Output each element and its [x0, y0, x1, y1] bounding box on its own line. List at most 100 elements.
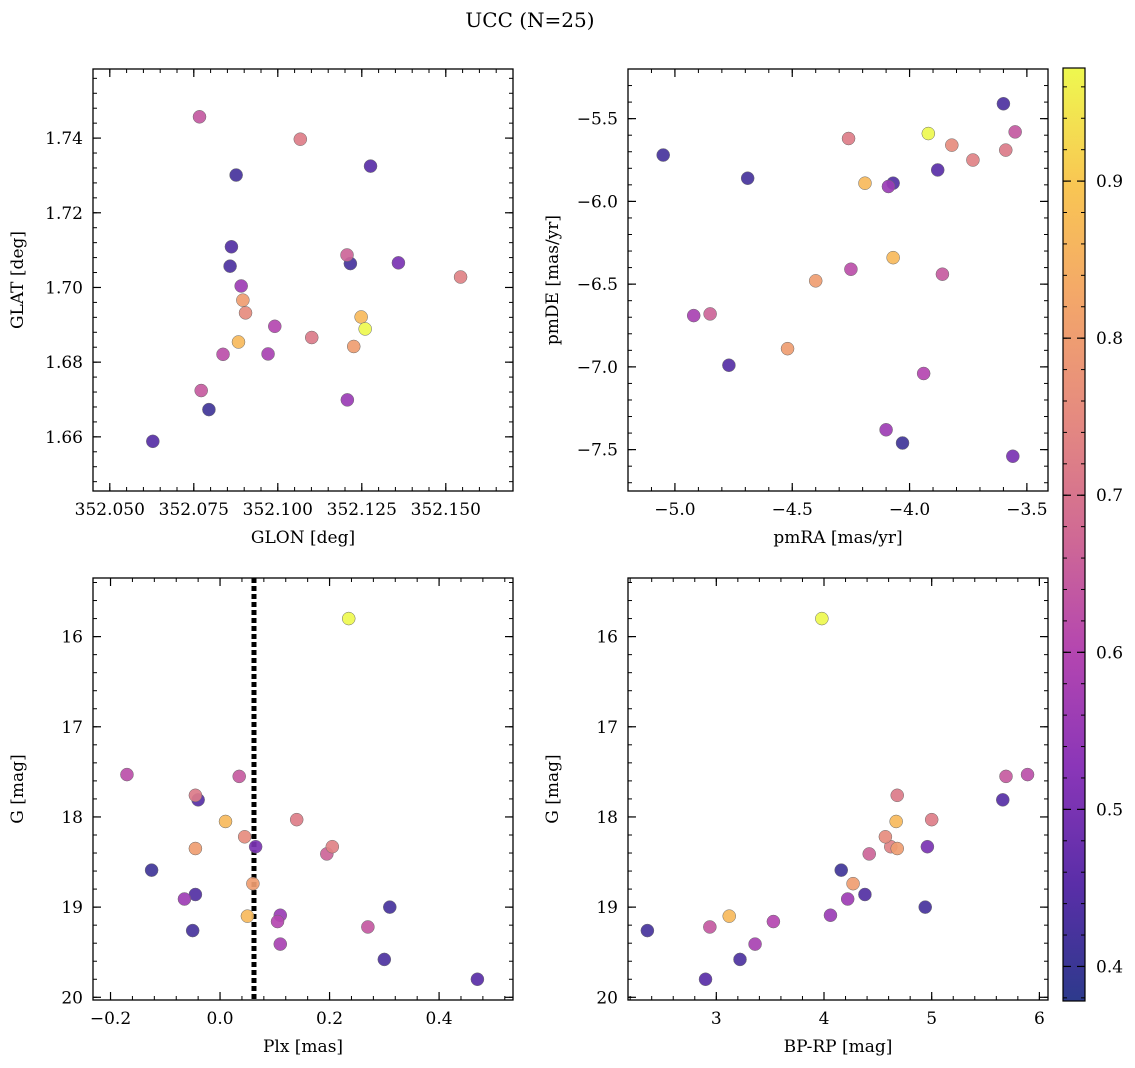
data-point	[834, 863, 848, 877]
y-tick-label: −6.0	[577, 192, 618, 212]
y-tick-label: −6.5	[577, 275, 618, 295]
panels: 352.050 352.075 352.100 352.125 352.150 1.66 1…	[8, 68, 1049, 1057]
data-point	[886, 250, 900, 265]
y-tick-label: 16	[61, 628, 83, 648]
data-point	[656, 148, 670, 162]
y-tick-label: 1.68	[45, 353, 83, 373]
data-point	[844, 262, 858, 276]
axes-frame	[92, 577, 514, 1001]
y-tick-label: 1.74	[45, 129, 83, 149]
data-point	[780, 341, 795, 356]
y-tick-label: 17	[596, 718, 618, 738]
x-tick-label: 6	[1034, 1009, 1045, 1029]
data-point	[188, 788, 203, 803]
x-tick-label: 3	[711, 1009, 722, 1029]
x-tick-label: −0.2	[90, 1009, 131, 1029]
data-point	[815, 611, 829, 626]
colorbar-tick-label: 0.9	[1096, 172, 1123, 192]
data-point	[273, 937, 288, 951]
data-point	[194, 383, 208, 398]
data-point	[966, 153, 980, 167]
data-point	[748, 937, 762, 951]
panel-3: −0.2 0.0 0.2 0.4 16 17 18 19 20 Plx [mas] G [mag]	[8, 577, 514, 1057]
y-tick-label: 17	[61, 718, 83, 738]
colorbar-tick-label: 0.7	[1096, 486, 1123, 506]
x-tick-label: 352.075	[159, 500, 229, 520]
x-tick-label: −4.5	[772, 500, 813, 520]
y-tick-label: 1.72	[45, 204, 83, 224]
data-point	[236, 293, 250, 307]
data-point	[185, 923, 200, 938]
data-point	[846, 876, 860, 891]
colorbar-tick-label: 0.4	[1096, 957, 1123, 977]
colorbar-tick-label: 0.6	[1096, 643, 1123, 663]
x-tick-label: 0.2	[316, 1009, 343, 1029]
data-point	[740, 171, 755, 185]
data-point	[686, 308, 701, 323]
x-tick-label: 352.100	[243, 500, 313, 520]
y-tick-label: 19	[596, 898, 618, 918]
data-point	[293, 132, 308, 146]
data-point	[999, 143, 1013, 157]
data-point	[703, 307, 717, 321]
data-point	[202, 402, 216, 417]
data-point	[890, 788, 904, 803]
data-point	[232, 769, 246, 784]
y-tick-label: −5.5	[577, 110, 618, 130]
y-tick-label: 1.66	[45, 428, 83, 448]
data-point	[808, 274, 823, 288]
data-point	[698, 972, 713, 987]
data-point	[229, 168, 243, 182]
x-tick-label: 0.0	[207, 1009, 234, 1029]
colorbar-tick-label: 0.8	[1096, 329, 1123, 349]
y-axis-label: pmDE [mas/yr]	[543, 215, 563, 345]
data-point	[996, 793, 1010, 807]
data-point	[234, 279, 248, 293]
x-tick-label: 0.4	[426, 1009, 453, 1029]
panel-1: 352.050 352.075 352.100 352.125 352.150 1.66 1…	[8, 68, 514, 548]
data-point	[722, 358, 736, 372]
data-point	[921, 126, 936, 141]
data-point	[858, 887, 872, 902]
figure-title: UCC (N=25)	[465, 8, 594, 32]
data-point	[920, 839, 935, 854]
data-point	[945, 138, 959, 152]
axes-frame	[92, 68, 514, 492]
panel-2: −5.0 −4.5 −4.0 −3.5 −7.5 −7.0 −6.5 −6.0 −5.5 pmRA…	[543, 68, 1049, 548]
data-point	[640, 923, 655, 938]
data-point	[453, 270, 468, 284]
x-tick-label: 4	[819, 1009, 830, 1029]
data-point	[916, 366, 931, 381]
y-tick-label: 16	[596, 628, 618, 648]
x-tick-label: 352.150	[411, 500, 481, 520]
x-tick-label: 352.125	[327, 500, 397, 520]
data-point	[188, 841, 203, 856]
colorbar-tick-label: 0.5	[1096, 800, 1123, 820]
y-axis-label: G [mag]	[543, 754, 563, 823]
data-point	[391, 256, 406, 270]
data-point	[346, 339, 361, 354]
y-tick-label: 18	[61, 808, 83, 828]
y-tick-label: 20	[596, 988, 618, 1008]
data-point	[841, 131, 856, 146]
data-point	[930, 163, 945, 177]
x-axis-label: Plx [mas]	[263, 1037, 343, 1057]
data-point	[358, 322, 372, 336]
x-tick-label: 352.050	[75, 500, 145, 520]
data-point	[218, 814, 233, 829]
y-tick-label: 1.70	[45, 278, 83, 298]
colorbar-gradient	[1062, 67, 1086, 1002]
data-point	[177, 892, 192, 906]
data-point	[237, 830, 252, 844]
data-point	[325, 839, 340, 854]
y-axis-label: GLAT [deg]	[8, 231, 28, 329]
data-point	[192, 110, 207, 124]
y-tick-label: −7.0	[577, 358, 618, 378]
y-tick-label: 20	[61, 988, 83, 1008]
data-point	[840, 892, 855, 906]
x-axis-label: BP-RP [mag]	[784, 1037, 893, 1057]
data-point	[238, 306, 253, 320]
data-point	[858, 176, 872, 190]
data-point	[216, 347, 230, 362]
x-tick-label: −5.0	[654, 500, 695, 520]
